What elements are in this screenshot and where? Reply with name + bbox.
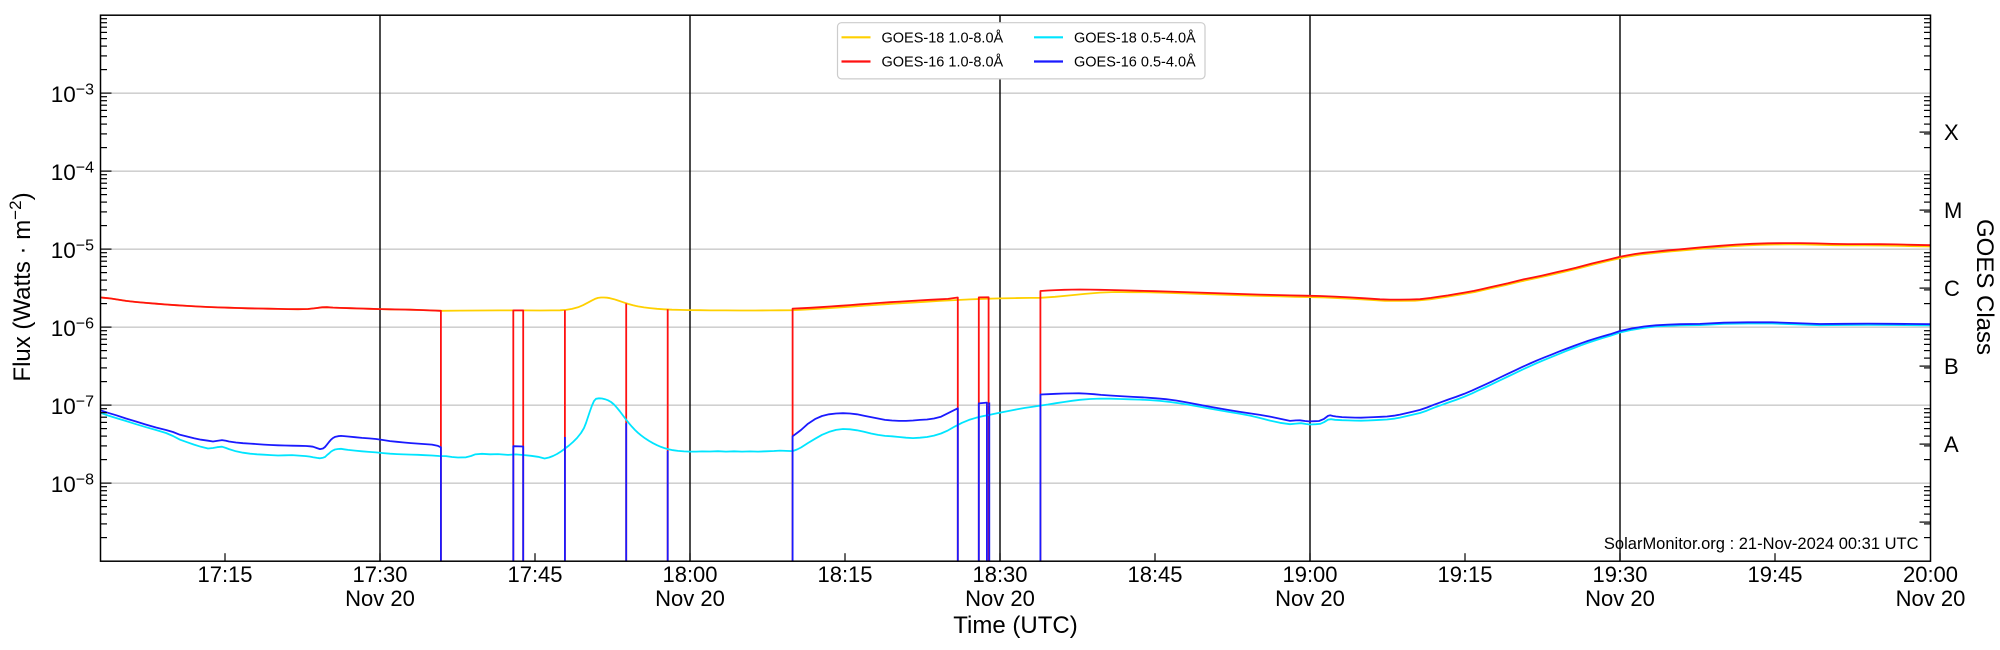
svg-text:20:00: 20:00 (1903, 562, 1958, 587)
svg-text:GOES-18 1.0-8.0Å: GOES-18 1.0-8.0Å (882, 29, 1004, 46)
svg-text:17:45: 17:45 (507, 562, 562, 587)
svg-text:18:15: 18:15 (817, 562, 872, 587)
svg-text:Nov 20: Nov 20 (1275, 586, 1345, 611)
svg-text:C: C (1944, 276, 1960, 301)
svg-text:17:15: 17:15 (197, 562, 252, 587)
svg-text:18:00: 18:00 (662, 562, 717, 587)
svg-text:Time (UTC): Time (UTC) (953, 612, 1077, 639)
svg-text:B: B (1944, 354, 1959, 379)
svg-text:17:30: 17:30 (352, 562, 407, 587)
svg-text:Nov 20: Nov 20 (345, 586, 415, 611)
svg-text:18:45: 18:45 (1127, 562, 1182, 587)
svg-text:Flux (Watts · m−2): Flux (Watts · m−2) (6, 192, 36, 381)
svg-text:Nov 20: Nov 20 (1585, 586, 1655, 611)
svg-text:10−4: 10−4 (51, 160, 94, 186)
svg-text:GOES Class: GOES Class (1971, 219, 1998, 355)
svg-text:19:30: 19:30 (1592, 562, 1647, 587)
svg-text:10−7: 10−7 (51, 394, 94, 420)
svg-text:18:30: 18:30 (972, 562, 1027, 587)
svg-text:19:00: 19:00 (1282, 562, 1337, 587)
svg-text:GOES-18 0.5-4.0Å: GOES-18 0.5-4.0Å (1074, 29, 1196, 46)
svg-text:Nov 20: Nov 20 (1896, 586, 1966, 611)
svg-text:GOES-16 1.0-8.0Å: GOES-16 1.0-8.0Å (882, 54, 1004, 71)
svg-text:Nov 20: Nov 20 (965, 586, 1035, 611)
svg-text:GOES-16 0.5-4.0Å: GOES-16 0.5-4.0Å (1074, 54, 1196, 71)
svg-text:A: A (1944, 432, 1959, 457)
svg-text:X: X (1944, 120, 1959, 145)
svg-text:19:45: 19:45 (1747, 562, 1802, 587)
svg-text:Nov 20: Nov 20 (655, 586, 725, 611)
svg-text:SolarMonitor.org : 21-Nov-2024: SolarMonitor.org : 21-Nov-2024 00:31 UTC (1604, 535, 1919, 553)
svg-text:19:15: 19:15 (1437, 562, 1492, 587)
svg-text:M: M (1944, 198, 1962, 223)
